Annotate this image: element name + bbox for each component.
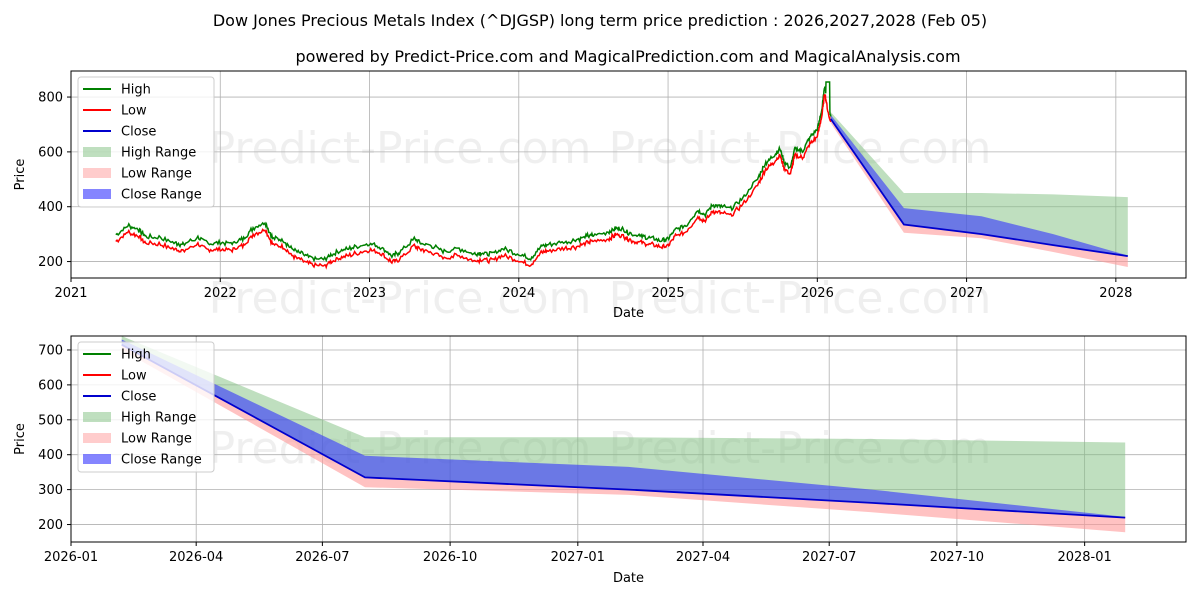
legend-swatch-high_range — [83, 147, 111, 157]
x-tick-label: 2025 — [652, 286, 685, 301]
x-tick-label: 2023 — [353, 286, 386, 301]
x-axis-label: Date — [613, 571, 644, 586]
y-tick-label: 300 — [38, 483, 63, 498]
legend-label: Low Range — [121, 167, 192, 182]
high-series-line — [115, 81, 832, 263]
y-axis-label: Price — [13, 423, 28, 455]
y-tick-label: 200 — [38, 255, 63, 270]
legend-label: Low — [121, 369, 147, 384]
legend-swatch-low_range — [83, 168, 111, 178]
y-tick-label: 700 — [38, 343, 63, 358]
y-tick-label: 600 — [38, 378, 63, 393]
plot-area — [115, 81, 1128, 270]
x-tick-label: 2026-01 — [44, 550, 98, 565]
plot-frame — [70, 70, 1187, 279]
legend-swatch-low_range — [83, 433, 111, 443]
legend-box — [77, 341, 215, 473]
low-range-band — [121, 344, 1126, 533]
watermark-text: Predict-Price.com — [209, 273, 592, 324]
legend-swatch-close_range — [83, 454, 111, 464]
y-tick-label: 500 — [38, 413, 63, 428]
x-tick-label: 2027-10 — [930, 550, 984, 565]
x-tick-label: 2024 — [502, 286, 535, 301]
legend-label: High — [121, 83, 151, 98]
x-tick-label: 2026 — [801, 286, 834, 301]
plot-area — [121, 336, 1126, 533]
y-tick-label: 400 — [38, 448, 63, 463]
x-tick-label: 2027 — [950, 286, 983, 301]
x-tick-label: 2022 — [204, 286, 237, 301]
x-tick-label: 2027-04 — [676, 550, 730, 565]
legend-swatch-high_range — [83, 412, 111, 422]
legend: High Low Close High Range Low Range Close Ran… — [77, 341, 215, 473]
legend-label: High Range — [121, 411, 196, 426]
x-tick-label: 2021 — [54, 286, 87, 301]
plot-frame — [70, 335, 1187, 543]
top-chart-panel: Predict-Price.com Predict-Price.com Predic… — [13, 70, 1187, 324]
chart-subtitle: powered by Predict-Price.com and Magical… — [295, 47, 960, 66]
x-tick-label: 2026-07 — [295, 550, 349, 565]
close-series-line — [121, 343, 1126, 519]
legend-label: Close — [121, 125, 156, 140]
legend-swatch-close_range — [83, 189, 111, 199]
legend-label: Close Range — [121, 453, 202, 468]
x-tick-label: 2028 — [1099, 286, 1132, 301]
x-tick-label: 2028-01 — [1057, 550, 1111, 565]
y-tick-label: 800 — [38, 91, 63, 106]
close-range-band — [830, 114, 1128, 257]
low-series-line — [115, 94, 832, 270]
legend: High Low Close High Range Low Range Close Ran… — [77, 76, 215, 208]
legend-box — [77, 76, 215, 208]
y-axis-label: Price — [13, 159, 28, 191]
x-tick-label: 2027-07 — [802, 550, 856, 565]
x-axis-label: Date — [613, 306, 644, 321]
y-tick-label: 600 — [38, 145, 63, 160]
x-tick-label: 2026-10 — [423, 550, 477, 565]
legend-label: Low Range — [121, 432, 192, 447]
legend-label: Low — [121, 104, 147, 119]
y-tick-label: 400 — [38, 200, 63, 215]
watermark-text: Predict-Price.com — [609, 273, 992, 324]
legend-label: Close — [121, 390, 156, 405]
x-tick-label: 2026-04 — [169, 550, 223, 565]
chart-title: Dow Jones Precious Metals Index (^DJGSP)… — [213, 11, 987, 30]
close-range-band — [121, 339, 1126, 518]
y-tick-label: 200 — [38, 518, 63, 533]
x-tick-label: 2027-01 — [551, 550, 605, 565]
watermark-text: Predict-Price.com — [609, 123, 992, 174]
legend-label: High — [121, 348, 151, 363]
legend-label: High Range — [121, 146, 196, 161]
close-series-line — [830, 118, 1128, 257]
legend-label: Close Range — [121, 188, 202, 203]
low-range-band — [830, 119, 1128, 267]
watermark-text: Predict-Price.com — [209, 123, 592, 174]
bottom-chart-panel: Predict-Price.comPredict-Price.com2026-0… — [13, 335, 1187, 586]
